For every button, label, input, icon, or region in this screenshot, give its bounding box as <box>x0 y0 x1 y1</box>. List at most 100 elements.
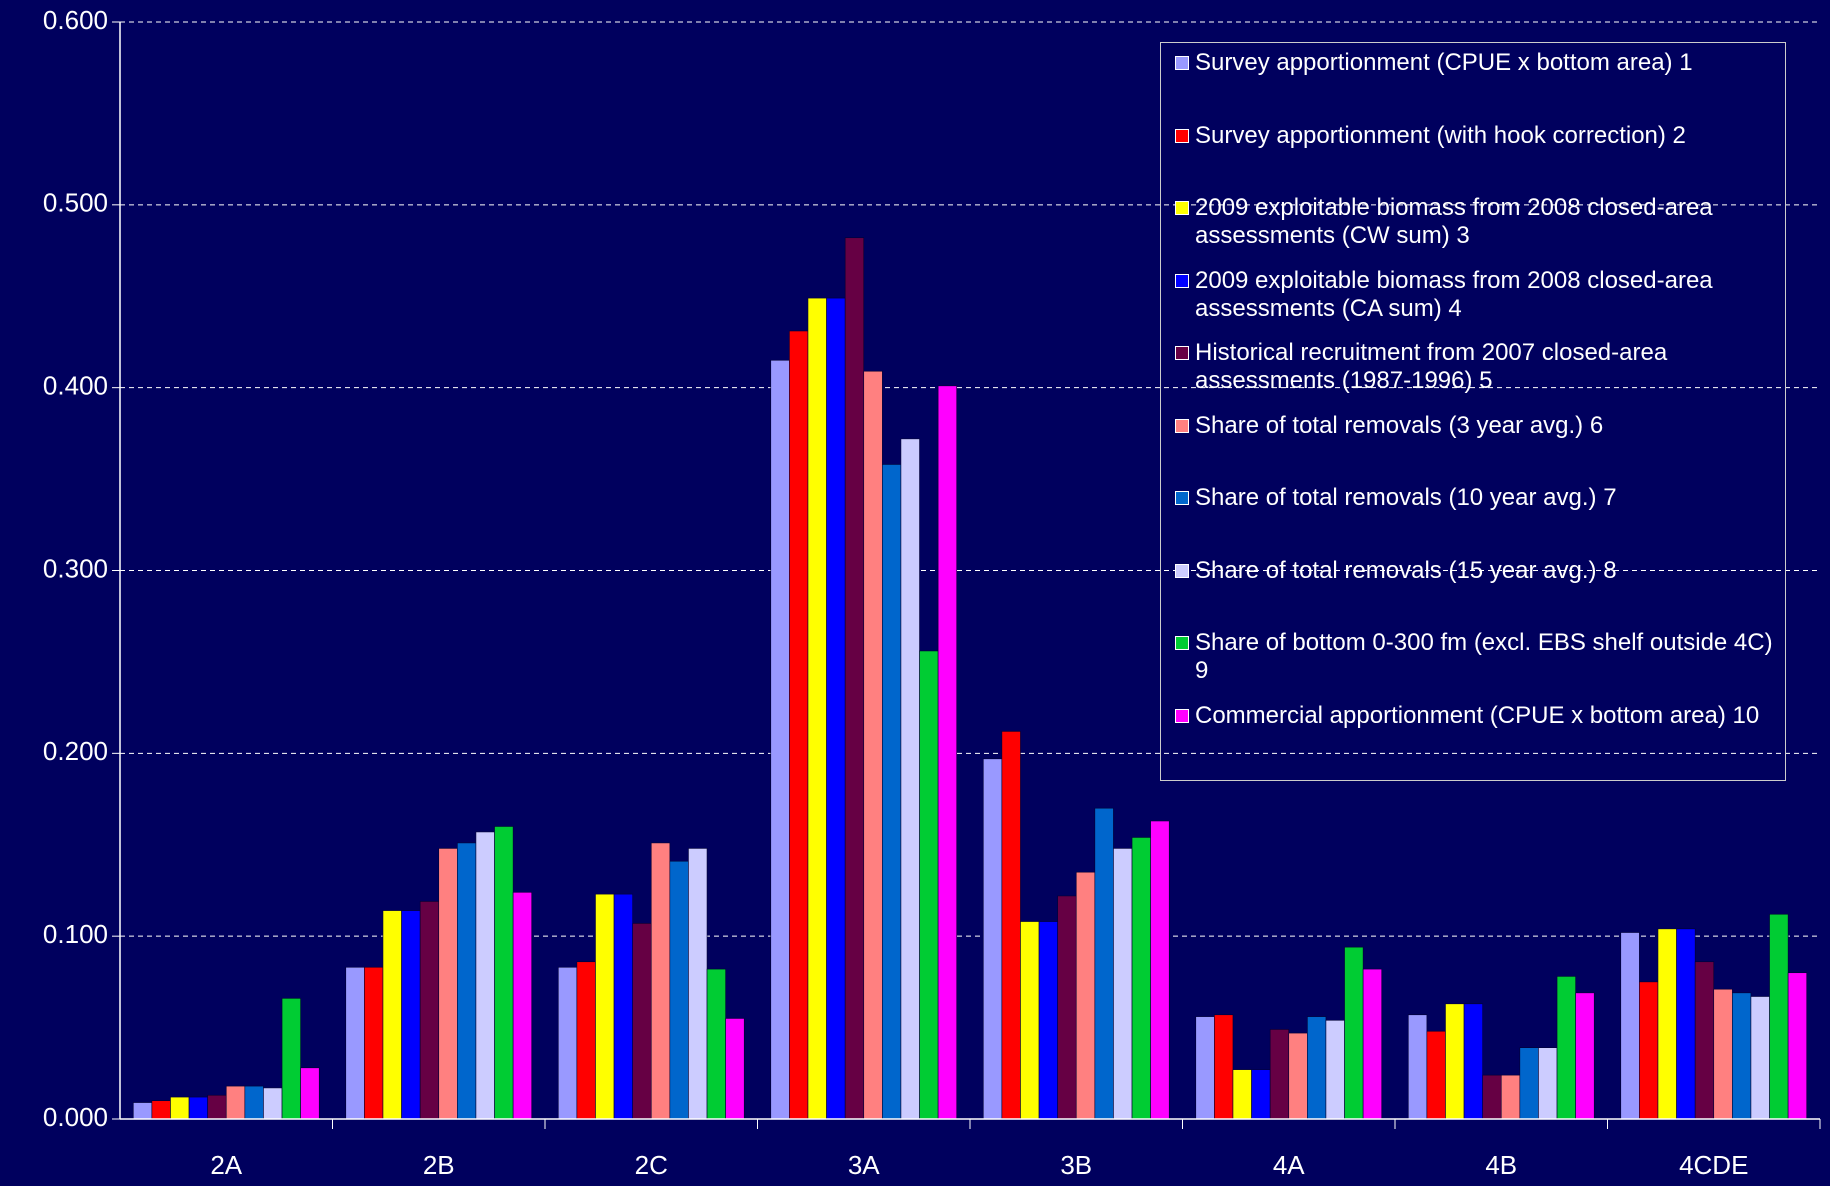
legend-swatch <box>1175 636 1189 650</box>
bar <box>863 370 883 1120</box>
bar <box>1344 946 1364 1120</box>
bar <box>826 297 846 1120</box>
legend-label: 2009 exploitable biomass from 2008 close… <box>1195 266 1713 322</box>
x-tick-label: 2B <box>423 1150 455 1180</box>
bar <box>770 359 790 1120</box>
legend-swatch <box>1175 201 1189 215</box>
bar <box>1038 921 1058 1120</box>
bar <box>345 966 365 1120</box>
bar <box>1426 1030 1446 1120</box>
bar <box>789 330 809 1120</box>
bar <box>1694 961 1715 1120</box>
legend-label: Commercial apportionment (CPUE x bottom … <box>1195 701 1760 729</box>
legend-item: 2009 exploitable biomass from 2008 close… <box>1175 194 1775 267</box>
bar <box>151 1100 171 1120</box>
legend-item: Survey apportionment (CPUE x bottom area… <box>1175 49 1775 122</box>
bar <box>576 961 596 1120</box>
legend-item: Share of total removals (15 year avg.) 8 <box>1175 557 1775 630</box>
bar <box>132 1102 153 1120</box>
bar <box>1657 928 1677 1120</box>
bar <box>688 848 708 1120</box>
bar <box>1407 1014 1428 1120</box>
bar <box>1787 972 1808 1120</box>
x-tick-label: 4CDE <box>1679 1150 1748 1180</box>
legend-swatch <box>1175 491 1189 505</box>
legend-swatch <box>1175 346 1189 360</box>
bar <box>844 237 865 1120</box>
bar <box>1195 1016 1215 1120</box>
legend-label: Share of total removals (10 year avg.) 7 <box>1195 484 1617 511</box>
bar <box>207 1094 227 1120</box>
bar <box>919 650 939 1120</box>
bar <box>457 842 477 1120</box>
bar <box>982 758 1003 1120</box>
legend-label: Survey apportionment (CPUE x bottom area… <box>1195 49 1693 76</box>
legend-item: Commercial apportionment (CPUE x bottom … <box>1175 702 1775 775</box>
bar <box>1150 820 1170 1120</box>
legend-swatch <box>1175 128 1189 143</box>
legend-item: Survey apportionment (with hook correcti… <box>1175 122 1775 195</box>
x-tick-label: 2A <box>210 1150 242 1180</box>
legend-swatch <box>1175 563 1189 578</box>
bar <box>225 1085 246 1120</box>
bar <box>1713 988 1733 1120</box>
bar <box>382 910 402 1120</box>
y-tick-label: 0.500 <box>43 188 108 218</box>
legend-item: Share of total removals (10 year avg.) 7 <box>1175 484 1775 557</box>
bar <box>1482 1074 1502 1120</box>
bar <box>1676 928 1696 1120</box>
bar <box>807 297 827 1120</box>
bar <box>1269 1029 1290 1120</box>
bar <box>419 901 440 1120</box>
bar <box>725 1018 745 1120</box>
bar <box>263 1087 283 1120</box>
bar <box>1750 996 1770 1120</box>
legend-label: 2009 exploitable biomass from 2008 close… <box>1195 194 1713 249</box>
legend-swatch <box>1175 273 1189 288</box>
bar <box>613 893 633 1120</box>
x-tick-label: 2C <box>635 1150 668 1180</box>
bar <box>557 966 578 1120</box>
bar <box>300 1067 320 1120</box>
legend: Survey apportionment (CPUE x bottom area… <box>1160 42 1786 781</box>
bar <box>1307 1016 1327 1120</box>
y-tick-label: 0.200 <box>43 736 108 766</box>
bar <box>1113 848 1133 1120</box>
legend-label: Historical recruitment from 2007 closed-… <box>1195 339 1668 394</box>
bar <box>1075 871 1096 1120</box>
bar <box>1769 913 1789 1120</box>
bar <box>188 1096 208 1120</box>
y-tick-label: 0.000 <box>43 1102 108 1132</box>
legend-item: Share of total removals (3 year avg.) 6 <box>1175 412 1775 485</box>
bar <box>1556 976 1576 1120</box>
bar <box>706 968 726 1120</box>
bar <box>1232 1069 1252 1120</box>
bar <box>494 826 514 1120</box>
bar <box>475 831 495 1120</box>
bar <box>1620 932 1640 1120</box>
legend-swatch <box>1175 708 1189 723</box>
bar <box>937 385 958 1120</box>
bar <box>1639 981 1659 1120</box>
bar <box>1519 1047 1539 1120</box>
bar <box>1057 895 1077 1120</box>
bar <box>512 891 533 1120</box>
bar <box>1251 1069 1271 1120</box>
bar <box>170 1096 190 1120</box>
legend-label: Share of bottom 0-300 fm (excl. EBS shel… <box>1195 629 1773 684</box>
y-tick-label: 0.100 <box>43 919 108 949</box>
bar <box>1445 1003 1465 1120</box>
bar <box>1500 1074 1521 1120</box>
bar <box>669 860 689 1120</box>
bar <box>1325 1019 1345 1120</box>
bar <box>1362 968 1383 1120</box>
bar <box>1732 992 1752 1120</box>
bar <box>882 464 902 1120</box>
bar <box>595 893 615 1120</box>
legend-swatch <box>1175 56 1189 70</box>
bar <box>900 438 920 1120</box>
bar <box>1214 1014 1234 1120</box>
bar <box>438 848 458 1120</box>
bar <box>1575 992 1595 1120</box>
